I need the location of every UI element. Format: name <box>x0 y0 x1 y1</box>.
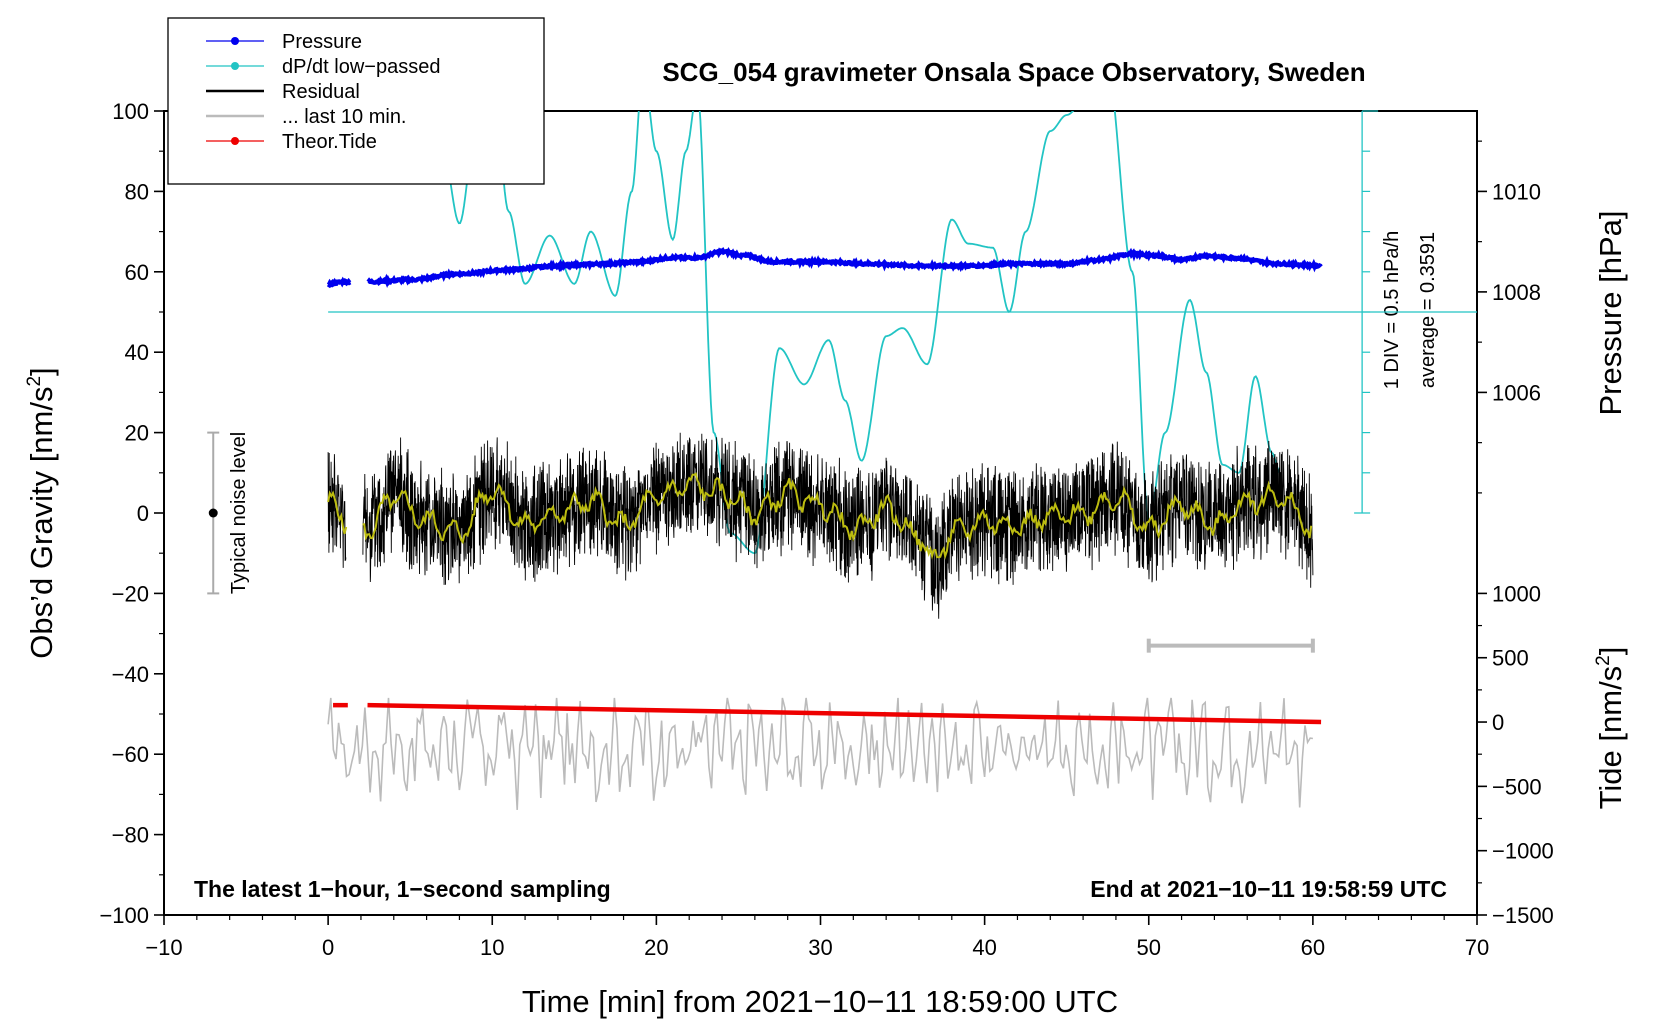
dpdt-scale-label: 1 DIV = 0.5 hPa/h <box>1381 231 1403 389</box>
y-axis-label-main: Obs’d Gravity [nm/s <box>24 387 59 659</box>
tide-tick-label: 1000 <box>1492 581 1541 606</box>
pressure-tick-label: 1008 <box>1492 280 1541 305</box>
x-tick-label: −10 <box>145 935 182 960</box>
tide-tick-label: 0 <box>1492 710 1504 735</box>
legend-marker <box>231 62 239 70</box>
x-tick-label: 10 <box>480 935 504 960</box>
legend-label: Pressure <box>282 31 362 53</box>
left-note: The latest 1−hour, 1−second sampling <box>194 876 611 902</box>
legend-marker <box>231 137 239 145</box>
y-tick-label: 20 <box>125 421 149 446</box>
y-tick-label: −80 <box>112 823 149 848</box>
right-note: End at 2021−10−11 19:58:59 UTC <box>1090 876 1447 902</box>
y-tick-label: 0 <box>137 501 149 526</box>
series-residual-smoothed-line <box>327 472 1313 560</box>
x-tick-label: 40 <box>972 935 996 960</box>
x-tick-label: 0 <box>322 935 334 960</box>
x-tick-label: 50 <box>1137 935 1161 960</box>
annotations <box>207 110 1477 653</box>
tide-tick-label: 500 <box>1492 646 1529 671</box>
legend-label: Residual <box>282 81 360 103</box>
pressure-tick-label: 1006 <box>1492 380 1541 405</box>
x-tick-label: 60 <box>1301 935 1325 960</box>
legend: Pressure dP/dt low−passed Residual ... last… <box>167 17 545 185</box>
series-tide-line <box>367 702 1322 725</box>
series-dpdt-line <box>442 111 1281 555</box>
tide-axis-label-main: Tide [nm/s <box>1593 666 1628 810</box>
legend-label: dP/dt low−passed <box>282 56 440 78</box>
legend-box <box>167 17 545 185</box>
legend-entries: Pressure dP/dt low−passed Residual ... last… <box>206 31 440 153</box>
y-axis-label: Obs’d Gravity [nm/s2] <box>24 367 59 658</box>
data-series <box>326 111 1323 810</box>
y-tick-label: 40 <box>125 340 149 365</box>
y-tick-label: −100 <box>99 903 149 928</box>
x-tick-label: 70 <box>1465 935 1489 960</box>
y-tick-label: 80 <box>125 179 149 204</box>
legend-label: Theor.Tide <box>282 131 377 153</box>
series-last10-line <box>327 697 1314 810</box>
tide-tick-label: −1000 <box>1492 839 1554 864</box>
tide-tick-label: −1500 <box>1492 903 1554 928</box>
tide-axis-label-end: ] <box>1593 647 1628 656</box>
tide-axis-label: Tide [nm/s2] <box>1593 647 1628 810</box>
noise-level-label: Typical noise level <box>228 432 250 594</box>
pressure-tick-label: 1010 <box>1492 179 1541 204</box>
x-axis-label: Time [min] from 2021−10−11 18:59:00 UTC <box>522 984 1118 1019</box>
noise-center-dot <box>208 508 218 518</box>
series-pressure-line <box>326 246 1323 289</box>
y-tick-label: −60 <box>112 742 149 767</box>
dpdt-average-label: average = 0.3591 <box>1417 232 1439 388</box>
y-tick-label: 60 <box>125 260 149 285</box>
tide-axis-label-sup: 2 <box>1593 655 1614 666</box>
chart-title: SCG_054 gravimeter Onsala Space Observat… <box>662 57 1365 87</box>
y-tick-label: 100 <box>112 99 149 124</box>
y-tick-label: −40 <box>112 662 149 687</box>
y-axis-label-sup: 2 <box>24 376 45 387</box>
x-tick-label: 30 <box>808 935 832 960</box>
x-tick-label: 20 <box>644 935 668 960</box>
axis-ticks: −10 0 10 20 30 40 50 60 70100806040200−20−40−60−… <box>99 99 1553 960</box>
y-tick-label: −20 <box>112 581 149 606</box>
legend-label: ... last 10 min. <box>282 106 407 128</box>
y-axis-label-end: ] <box>24 367 59 376</box>
tide-tick-label: −500 <box>1492 774 1542 799</box>
pressure-axis-label: Pressure [hPa] <box>1593 210 1628 415</box>
series-residual-line <box>327 432 1314 619</box>
legend-marker <box>231 37 239 45</box>
